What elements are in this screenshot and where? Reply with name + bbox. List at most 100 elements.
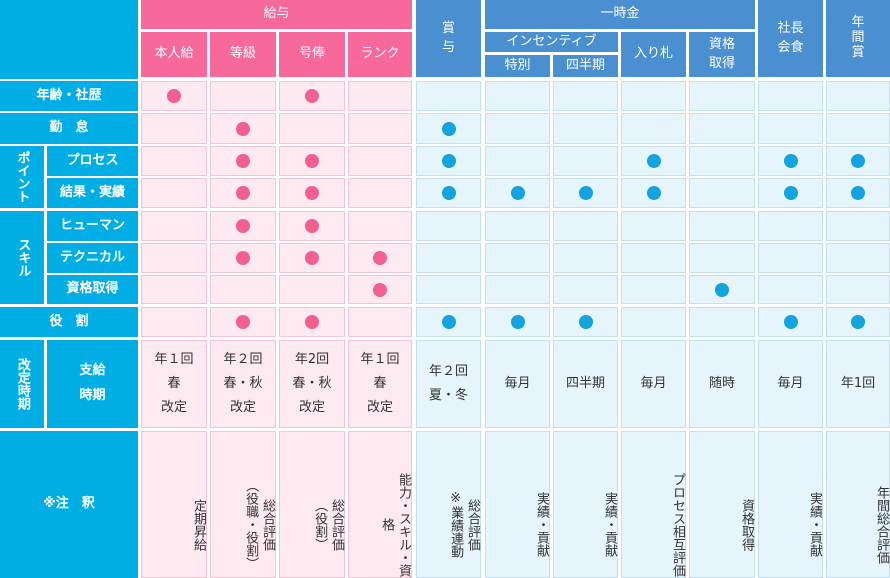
row-process: プロセス <box>47 146 138 176</box>
timing-cell: 年2回 春・秋 改定 <box>279 340 345 428</box>
matrix-cell <box>758 243 823 273</box>
mark-dot <box>236 121 250 136</box>
note-cell: 総合評価 （役割） <box>279 431 345 578</box>
matrix-cell <box>553 307 618 337</box>
mark-dot <box>373 282 387 297</box>
row-age: 年齢・社歴 <box>0 81 138 111</box>
matrix-cell <box>141 146 207 176</box>
mark-dot <box>715 282 729 297</box>
matrix-cell <box>485 178 550 208</box>
matrix-cell <box>210 275 276 304</box>
row-shikyu: 支給 時期 <box>47 340 138 428</box>
matrix-cell <box>485 81 550 111</box>
matrix-cell <box>621 307 686 337</box>
timing-cell: 随時 <box>689 340 755 428</box>
note-cell: 実績・貢献 <box>485 431 550 578</box>
matrix-cell <box>141 307 207 337</box>
mark-dot <box>441 121 456 136</box>
matrix-cell <box>485 275 550 304</box>
header-gohou: 号俸 <box>279 32 345 77</box>
matrix-cell <box>689 307 755 337</box>
mark-dot <box>373 251 387 265</box>
matrix-cell <box>758 113 823 144</box>
timing-cell: 年１回 春 改定 <box>141 340 207 428</box>
matrix-cell <box>621 146 686 176</box>
header-shoyo: 賞 与 <box>416 0 481 77</box>
matrix-cell <box>485 211 550 241</box>
matrix-cell <box>416 275 481 304</box>
header-tokyu: 等級 <box>210 32 276 77</box>
row-group-point: ポイント <box>0 146 44 208</box>
matrix-cell <box>141 113 207 144</box>
note-cell: 実績・貢献 <box>758 431 823 578</box>
mark-dot <box>305 89 319 103</box>
matrix-cell <box>279 243 345 273</box>
mark-dot <box>305 315 319 329</box>
matrix-cell <box>621 211 686 241</box>
matrix-cell <box>553 243 618 273</box>
matrix-cell <box>416 81 481 111</box>
matrix-cell <box>348 178 412 208</box>
note-cell: 資格取得 <box>689 431 755 578</box>
matrix-cell <box>416 211 481 241</box>
timing-cell: 四半期 <box>553 340 618 428</box>
row-qualification: 資格取得 <box>47 275 138 304</box>
matrix-cell <box>141 211 207 241</box>
mark-dot <box>441 154 456 168</box>
row-yakuwari: 役 割 <box>0 307 138 337</box>
matrix-cell <box>348 81 412 111</box>
timing-cell: 年２回 春・秋 改定 <box>210 340 276 428</box>
matrix-cell <box>621 81 686 111</box>
mark-dot <box>510 186 525 200</box>
row-chushaku: ※注 釈 <box>0 431 138 578</box>
header-tokubetsu: 特別 <box>485 55 550 77</box>
note-cell: 総合評価 （役職・役割） <box>210 431 276 578</box>
header-irefuda: 入り札 <box>621 32 686 77</box>
matrix-cell <box>826 243 890 273</box>
mark-dot <box>441 315 456 329</box>
matrix-cell <box>689 81 755 111</box>
mark-dot <box>305 219 319 233</box>
mark-dot <box>305 186 319 200</box>
matrix-cell <box>210 307 276 337</box>
row-technical: テクニカル <box>47 243 138 273</box>
matrix-cell <box>689 275 755 304</box>
mark-dot <box>851 186 865 200</box>
mark-dot <box>510 315 525 329</box>
note-cell: 実績・貢献 <box>553 431 618 578</box>
mark-dot <box>851 315 865 329</box>
matrix-cell <box>279 113 345 144</box>
note-cell: 総合評価 ※業績連動 <box>416 431 481 578</box>
matrix-cell <box>141 81 207 111</box>
matrix-cell <box>485 113 550 144</box>
matrix-cell <box>348 146 412 176</box>
row-kintai: 勤 怠 <box>0 113 138 144</box>
matrix-cell <box>758 81 823 111</box>
mark-dot <box>783 315 798 329</box>
matrix-cell <box>348 307 412 337</box>
matrix-cell <box>553 211 618 241</box>
matrix-cell <box>689 146 755 176</box>
timing-cell: 年２回 夏・冬 <box>416 340 481 428</box>
row-kaitei: 改定時期 <box>0 340 44 428</box>
mark-dot <box>646 154 661 168</box>
matrix-cell <box>416 243 481 273</box>
mark-dot <box>441 186 456 200</box>
matrix-cell <box>758 211 823 241</box>
matrix-cell <box>141 178 207 208</box>
matrix-cell <box>689 113 755 144</box>
matrix-cell <box>553 146 618 176</box>
matrix-cell <box>689 243 755 273</box>
mark-dot <box>646 186 661 200</box>
note-cell: 年間総合評価 <box>826 431 890 578</box>
row-human: ヒューマン <box>47 211 138 241</box>
mark-dot <box>236 251 250 265</box>
header-rank: ランク <box>348 32 412 77</box>
header-incentive: インセンティブ <box>485 32 618 52</box>
mark-dot <box>305 154 319 168</box>
matrix-cell <box>553 81 618 111</box>
matrix-cell <box>485 146 550 176</box>
matrix-cell <box>553 113 618 144</box>
header-kyuyo: 給与 <box>141 0 412 29</box>
